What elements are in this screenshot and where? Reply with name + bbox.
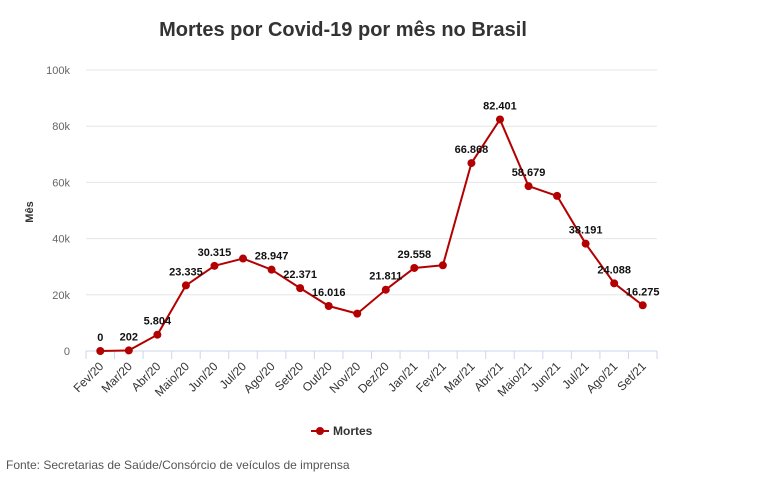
- x-tick-label: Set/20: [272, 359, 307, 394]
- data-point[interactable]: [124, 346, 133, 355]
- data-label: 66.868: [455, 144, 489, 156]
- data-point[interactable]: [381, 285, 390, 294]
- data-point[interactable]: [410, 263, 419, 272]
- data-label: 29.558: [397, 249, 431, 261]
- data-point[interactable]: [210, 261, 219, 270]
- x-tick-label: Ago/20: [241, 359, 278, 396]
- data-label: 5.804: [144, 316, 172, 328]
- x-tick-label: Jan/21: [385, 359, 421, 395]
- data-point[interactable]: [524, 182, 533, 191]
- data-label: 24.088: [597, 264, 631, 276]
- x-tick-label: Ago/21: [583, 359, 620, 396]
- x-tick-label: Mar/20: [99, 359, 136, 396]
- data-point[interactable]: [324, 301, 333, 310]
- legend[interactable]: Mortes: [311, 424, 373, 438]
- data-label: 58.679: [512, 167, 546, 179]
- x-tick-label: Fev/20: [71, 359, 107, 395]
- x-tick-label: Jun/20: [185, 359, 221, 395]
- data-label: 202: [120, 331, 138, 343]
- series-mortes: 0 202 5.804 23.335 30.315 28.947 22.371 16.016 2…: [96, 100, 660, 355]
- data-point[interactable]: [296, 284, 305, 293]
- y-tick-label: 60k: [52, 177, 70, 189]
- data-point[interactable]: [181, 281, 190, 290]
- data-point[interactable]: [353, 309, 362, 318]
- x-tick-label: Set/21: [614, 359, 649, 394]
- data-point[interactable]: [267, 265, 276, 274]
- x-tick-label: Dez/20: [355, 359, 392, 396]
- x-tick-label: Mar/21: [441, 359, 478, 396]
- x-axis-ticks: Fev/20Mar/20Abr/20Maio/20Jun/20Jul/20Ago…: [71, 350, 658, 399]
- data-point[interactable]: [467, 159, 476, 168]
- legend-marker: [316, 427, 324, 435]
- y-axis-ticks: 0 20k 40k 60k 80k 100k: [46, 65, 70, 358]
- data-label: 16.016: [312, 287, 346, 299]
- data-point[interactable]: [96, 347, 105, 355]
- data-point[interactable]: [153, 330, 162, 339]
- data-label: 28.947: [255, 251, 289, 263]
- data-label: 23.335: [169, 266, 203, 278]
- data-label: 30.315: [198, 247, 232, 259]
- data-point[interactable]: [495, 115, 504, 124]
- legend-label-mortes: Mortes: [333, 424, 373, 438]
- data-point[interactable]: [638, 301, 647, 310]
- y-tick-label: 80k: [52, 121, 70, 133]
- y-tick-label: 0: [64, 346, 70, 358]
- data-label: 38.191: [569, 225, 603, 237]
- data-label: 21.811: [369, 271, 402, 283]
- data-label: 82.401: [483, 100, 517, 112]
- chart-title: Mortes por Covid-19 por mês no Brasil: [159, 19, 527, 41]
- data-point[interactable]: [553, 191, 562, 200]
- y-tick-label: 40k: [52, 234, 70, 246]
- data-point[interactable]: [239, 254, 248, 263]
- data-label: 16.275: [626, 286, 660, 298]
- series-line: [100, 118, 644, 352]
- data-point[interactable]: [610, 279, 619, 288]
- source-note: Fonte: Secretarias de Saúde/Consórcio de…: [6, 458, 350, 472]
- x-tick-label: Fev/21: [413, 359, 449, 395]
- y-tick-label: 100k: [46, 65, 70, 77]
- data-label: 22.371: [283, 269, 317, 281]
- data-point[interactable]: [438, 261, 447, 270]
- data-point[interactable]: [581, 239, 590, 248]
- data-label: 0: [97, 332, 103, 344]
- x-tick-label: Nov/20: [327, 359, 364, 396]
- x-tick-label: Jun/21: [528, 359, 564, 395]
- y-tick-label: 20k: [52, 290, 70, 302]
- y-axis-label: Mês: [24, 201, 36, 222]
